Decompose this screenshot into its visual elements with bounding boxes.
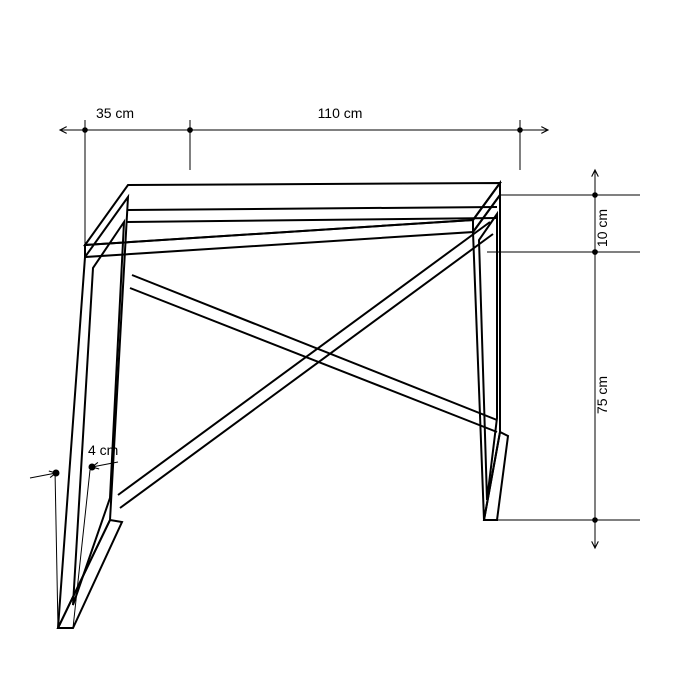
dim-gap-label: 10 cm	[594, 209, 610, 247]
cross-brace	[118, 222, 497, 508]
dimension-lines	[30, 130, 595, 548]
dimension-texts: 35 cm 110 cm 10 cm 75 cm 4 cm	[88, 105, 610, 458]
dim-height-label: 75 cm	[594, 376, 610, 414]
technical-drawing: 35 cm 110 cm 10 cm 75 cm 4 cm	[0, 0, 700, 700]
dim-width-label: 110 cm	[318, 105, 363, 121]
table-outline	[58, 183, 508, 628]
dim-frame-label: 4 cm	[88, 442, 118, 458]
left-leg-frame	[58, 197, 128, 628]
back-rail	[127, 207, 497, 222]
dim-frame-4cm	[30, 462, 118, 478]
dim-depth-label: 35 cm	[96, 105, 134, 121]
